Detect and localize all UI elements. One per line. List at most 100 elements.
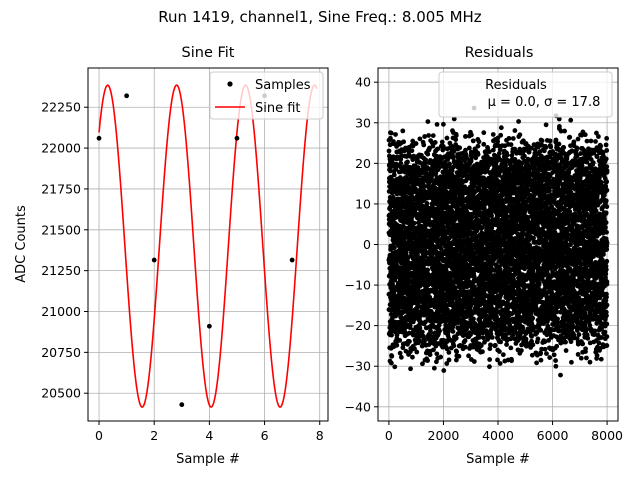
sine-fit-ytick-label: 21000 xyxy=(41,304,81,319)
residual-point xyxy=(489,335,495,340)
residual-point xyxy=(462,344,468,350)
residual-point xyxy=(413,141,419,146)
residual-point xyxy=(398,160,404,166)
residual-point xyxy=(439,139,445,145)
sample-point xyxy=(151,257,157,263)
residual-point xyxy=(388,360,394,366)
residual-point xyxy=(388,130,394,136)
residual-point xyxy=(412,231,418,237)
residual-point xyxy=(394,342,400,348)
residual-point xyxy=(471,316,476,322)
residual-point xyxy=(389,332,394,338)
sine-fit-axes: Sine Fit 0 2 4 6 820500207502100021250215002… xyxy=(14,45,329,467)
residual-point xyxy=(498,132,504,138)
sine-fit-line-layer xyxy=(98,84,318,408)
residual-point xyxy=(391,172,397,178)
sine-fit-xtick-label: 6 xyxy=(261,428,269,443)
residual-point xyxy=(446,357,452,363)
residual-point xyxy=(480,349,485,355)
residual-point xyxy=(437,328,442,334)
residual-point xyxy=(426,133,431,138)
residual-point xyxy=(428,330,433,336)
sine-fit-ytick-label: 21500 xyxy=(41,222,81,237)
residual-point xyxy=(481,141,487,147)
residual-point xyxy=(466,145,472,151)
residual-point xyxy=(500,352,506,358)
residual-point xyxy=(407,153,413,159)
residual-point xyxy=(446,350,452,355)
residual-point xyxy=(411,220,417,226)
residual-point xyxy=(415,252,420,258)
residual-point xyxy=(462,338,468,343)
legend-samples-label: Samples xyxy=(255,78,311,93)
sine-fit-title: Sine Fit xyxy=(182,45,235,61)
residual-point xyxy=(401,139,407,145)
residual-point xyxy=(425,151,431,157)
residual-point xyxy=(453,133,459,138)
residual-point xyxy=(414,349,420,355)
residual-point xyxy=(436,165,442,171)
sine-fit-ylabel: ADC Counts xyxy=(14,205,29,283)
residual-point xyxy=(393,238,399,244)
residual-point xyxy=(431,365,437,371)
residual-point xyxy=(388,135,393,141)
residual-point xyxy=(441,121,446,127)
residual-point xyxy=(392,244,397,250)
residual-point xyxy=(400,128,406,134)
residual-point xyxy=(393,132,398,137)
residual-point xyxy=(475,143,481,149)
residual-point xyxy=(391,139,396,144)
residual-point xyxy=(398,156,404,162)
residual-point xyxy=(504,152,510,158)
sine-fit-line xyxy=(98,84,318,408)
residual-point xyxy=(487,364,492,370)
sine-fit-ytick-label: 21750 xyxy=(41,181,81,196)
residuals-points-layer xyxy=(386,105,610,378)
residual-point xyxy=(425,267,431,273)
sine-fit-ytick-label: 20750 xyxy=(41,345,81,360)
residual-point xyxy=(417,338,422,344)
residual-point xyxy=(470,138,476,144)
residual-point xyxy=(392,364,398,370)
residual-point xyxy=(441,368,447,373)
residual-point xyxy=(469,132,474,138)
residual-point xyxy=(498,125,504,131)
legend-sine-fit-label: Sine fit xyxy=(255,101,301,116)
residual-point xyxy=(410,138,416,144)
sine-fit-xtick-label: 8 xyxy=(316,428,324,443)
residual-point xyxy=(397,350,403,356)
figure-suptitle: Run 1419, channel1, Sine Freq.: 8.005 MH… xyxy=(158,8,482,26)
residual-point xyxy=(398,354,404,360)
residual-point xyxy=(487,357,493,362)
residual-point xyxy=(504,342,509,347)
sample-point xyxy=(124,93,130,99)
residual-point xyxy=(405,159,410,165)
residual-point xyxy=(421,142,427,148)
sine-fit-xtick-label: 2 xyxy=(150,428,158,443)
residual-point xyxy=(457,145,463,151)
residual-point xyxy=(422,338,427,344)
residual-point xyxy=(517,132,523,138)
residual-point xyxy=(389,312,395,317)
residual-point xyxy=(453,335,459,341)
sine-fit-xtick-label: 0 xyxy=(95,428,103,443)
residual-point xyxy=(388,168,393,174)
residual-point xyxy=(450,329,456,334)
residual-point xyxy=(406,330,412,336)
sine-fit-ytick-label: 22000 xyxy=(41,141,81,156)
residual-point xyxy=(429,252,435,258)
residual-point xyxy=(497,147,503,153)
residual-point xyxy=(412,346,417,352)
residual-point xyxy=(475,152,481,157)
residual-point xyxy=(417,325,423,331)
residual-point xyxy=(397,337,403,343)
residual-point xyxy=(425,119,431,124)
residual-point xyxy=(430,133,436,138)
residual-point xyxy=(451,343,457,349)
residual-point xyxy=(508,345,514,351)
residual-point xyxy=(512,128,518,133)
residual-point xyxy=(481,130,487,136)
residual-point xyxy=(510,136,516,141)
residual-point xyxy=(508,142,514,148)
